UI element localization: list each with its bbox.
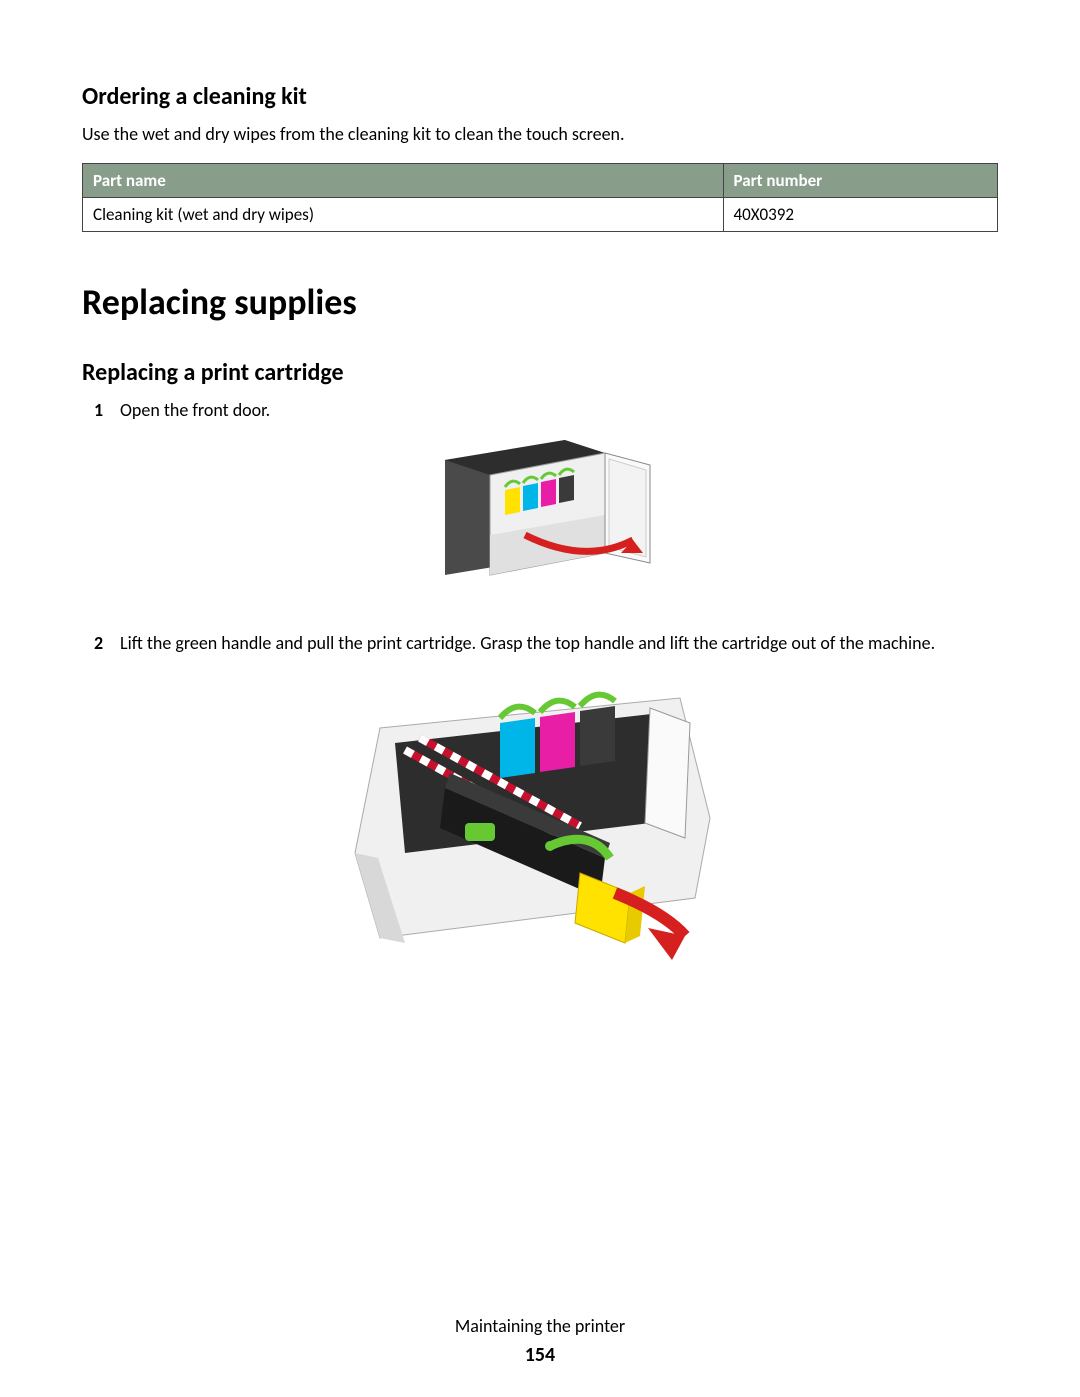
step-text: Open the front door.: [120, 399, 270, 421]
printer-pull-cartridge-svg: [350, 668, 730, 978]
footer-page-number: 154: [0, 1343, 1080, 1367]
parts-table: Part name Part number Cleaning kit (wet …: [82, 163, 998, 232]
step-text: Lift the green handle and pull the print…: [120, 632, 935, 654]
step-2: 2 Lift the green handle and pull the pri…: [94, 632, 998, 654]
illustration-open-door: [82, 435, 998, 600]
step-number: 1: [94, 399, 108, 421]
footer-label: Maintaining the printer: [0, 1315, 1080, 1337]
page-footer: Maintaining the printer 154: [0, 1315, 1080, 1367]
page-container: Ordering a cleaning kit Use the wet and …: [0, 0, 1080, 1397]
step-1: 1 Open the front door.: [94, 399, 998, 421]
table-row: Cleaning kit (wet and dry wipes) 40X0392: [83, 198, 998, 232]
step-number: 2: [94, 632, 108, 654]
table-cell: Cleaning kit (wet and dry wipes): [83, 198, 724, 232]
illustration-pull-cartridge: [82, 668, 998, 978]
section-paragraph: Use the wet and dry wipes from the clean…: [82, 123, 998, 145]
table-header-partname: Part name: [83, 164, 724, 198]
printer-open-door-svg: [405, 435, 675, 600]
table-header-partnumber: Part number: [723, 164, 998, 198]
section-heading-cleaning-kit: Ordering a cleaning kit: [82, 82, 998, 111]
section-heading-replacing-cartridge: Replacing a print cartridge: [82, 358, 998, 387]
main-heading: Replacing supplies: [82, 280, 998, 324]
table-cell: 40X0392: [723, 198, 998, 232]
